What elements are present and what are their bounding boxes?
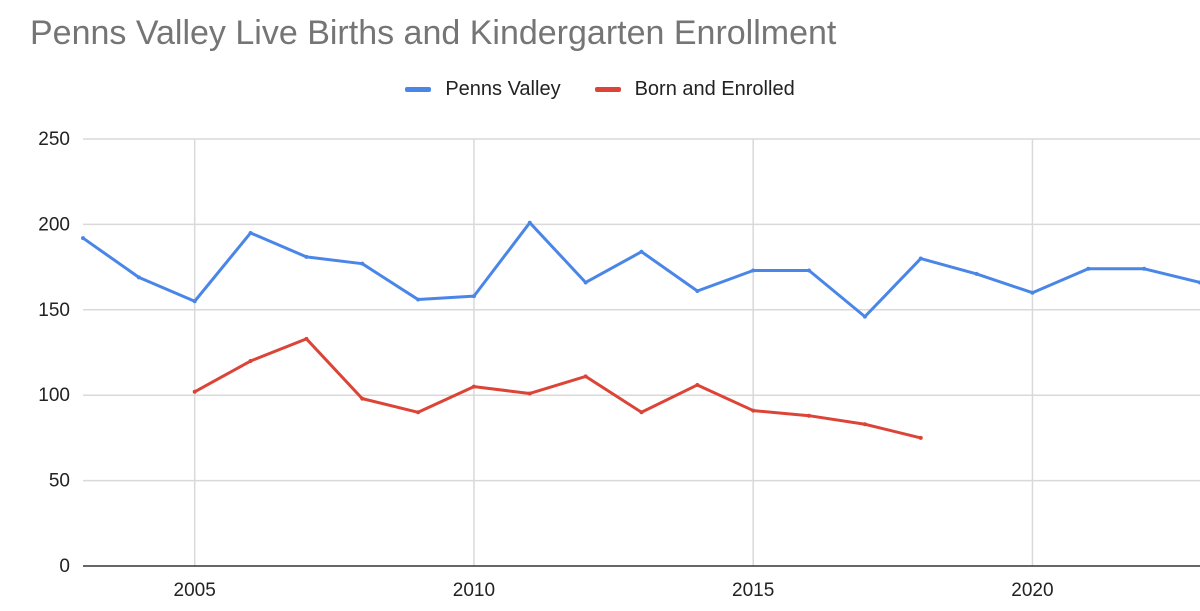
- y-tick-label-100: 100: [38, 385, 70, 406]
- data-point-penns-valley-2020: [1030, 290, 1035, 295]
- data-point-penns-valley-2011: [527, 220, 532, 225]
- x-tick-label-2010: 2010: [453, 580, 495, 601]
- data-point-penns-valley-2005: [192, 299, 197, 304]
- legend-swatch-born-and-enrolled: [594, 87, 621, 92]
- data-point-born-and-enrolled-2017: [862, 422, 867, 427]
- data-point-penns-valley-2004: [136, 275, 141, 280]
- x-tick-label-2015: 2015: [732, 580, 774, 601]
- legend-label-penns-valley: Penns Valley: [445, 78, 561, 100]
- data-point-penns-valley-2017: [862, 314, 867, 319]
- y-tick-label-0: 0: [59, 556, 70, 577]
- data-point-penns-valley-2007: [304, 254, 309, 259]
- data-point-penns-valley-2014: [695, 289, 700, 294]
- data-point-born-and-enrolled-2005: [192, 389, 197, 394]
- legend-item-born-and-enrolled[interactable]: Born and Enrolled: [594, 78, 795, 101]
- x-tick-label-2020: 2020: [1011, 580, 1053, 601]
- data-point-born-and-enrolled-2007: [304, 336, 309, 341]
- data-point-born-and-enrolled-2010: [471, 384, 476, 389]
- data-point-born-and-enrolled-2012: [583, 374, 588, 379]
- data-point-penns-valley-2021: [1086, 266, 1091, 271]
- data-point-penns-valley-2008: [360, 261, 365, 266]
- y-tick-label-150: 150: [38, 300, 70, 321]
- data-point-born-and-enrolled-2008: [360, 396, 365, 401]
- chart-title: Penns Valley Live Births and Kindergarte…: [30, 14, 837, 52]
- legend-swatch-penns-valley: [405, 87, 432, 92]
- y-tick-label-50: 50: [49, 471, 70, 492]
- data-point-penns-valley-2022: [1142, 266, 1147, 271]
- data-point-penns-valley-2009: [416, 297, 421, 302]
- data-point-penns-valley-2016: [807, 268, 812, 273]
- legend-item-penns-valley[interactable]: Penns Valley: [405, 78, 561, 101]
- data-point-born-and-enrolled-2014: [695, 382, 700, 387]
- data-point-born-and-enrolled-2011: [527, 391, 532, 396]
- data-point-penns-valley-2010: [471, 294, 476, 299]
- data-point-born-and-enrolled-2009: [416, 410, 421, 415]
- legend: Penns Valley Born and Enrolled: [0, 78, 1200, 101]
- data-point-penns-valley-2006: [248, 230, 253, 235]
- data-point-penns-valley-2019: [974, 271, 979, 276]
- y-tick-label-200: 200: [38, 214, 70, 235]
- data-point-penns-valley-2013: [639, 249, 644, 254]
- data-point-penns-valley-2012: [583, 280, 588, 285]
- data-point-penns-valley-2018: [918, 256, 923, 261]
- data-point-penns-valley-2003: [81, 236, 85, 241]
- data-point-penns-valley-2015: [751, 268, 756, 273]
- data-point-born-and-enrolled-2016: [807, 413, 812, 418]
- y-tick-label-250: 250: [38, 129, 70, 150]
- data-point-born-and-enrolled-2006: [248, 359, 253, 364]
- x-tick-label-2005: 2005: [174, 580, 216, 601]
- legend-label-born-and-enrolled: Born and Enrolled: [634, 78, 795, 100]
- data-point-born-and-enrolled-2015: [751, 408, 756, 413]
- data-point-born-and-enrolled-2018: [918, 435, 923, 440]
- series-line-born-and-enrolled: [193, 337, 923, 440]
- data-point-born-and-enrolled-2013: [639, 410, 644, 415]
